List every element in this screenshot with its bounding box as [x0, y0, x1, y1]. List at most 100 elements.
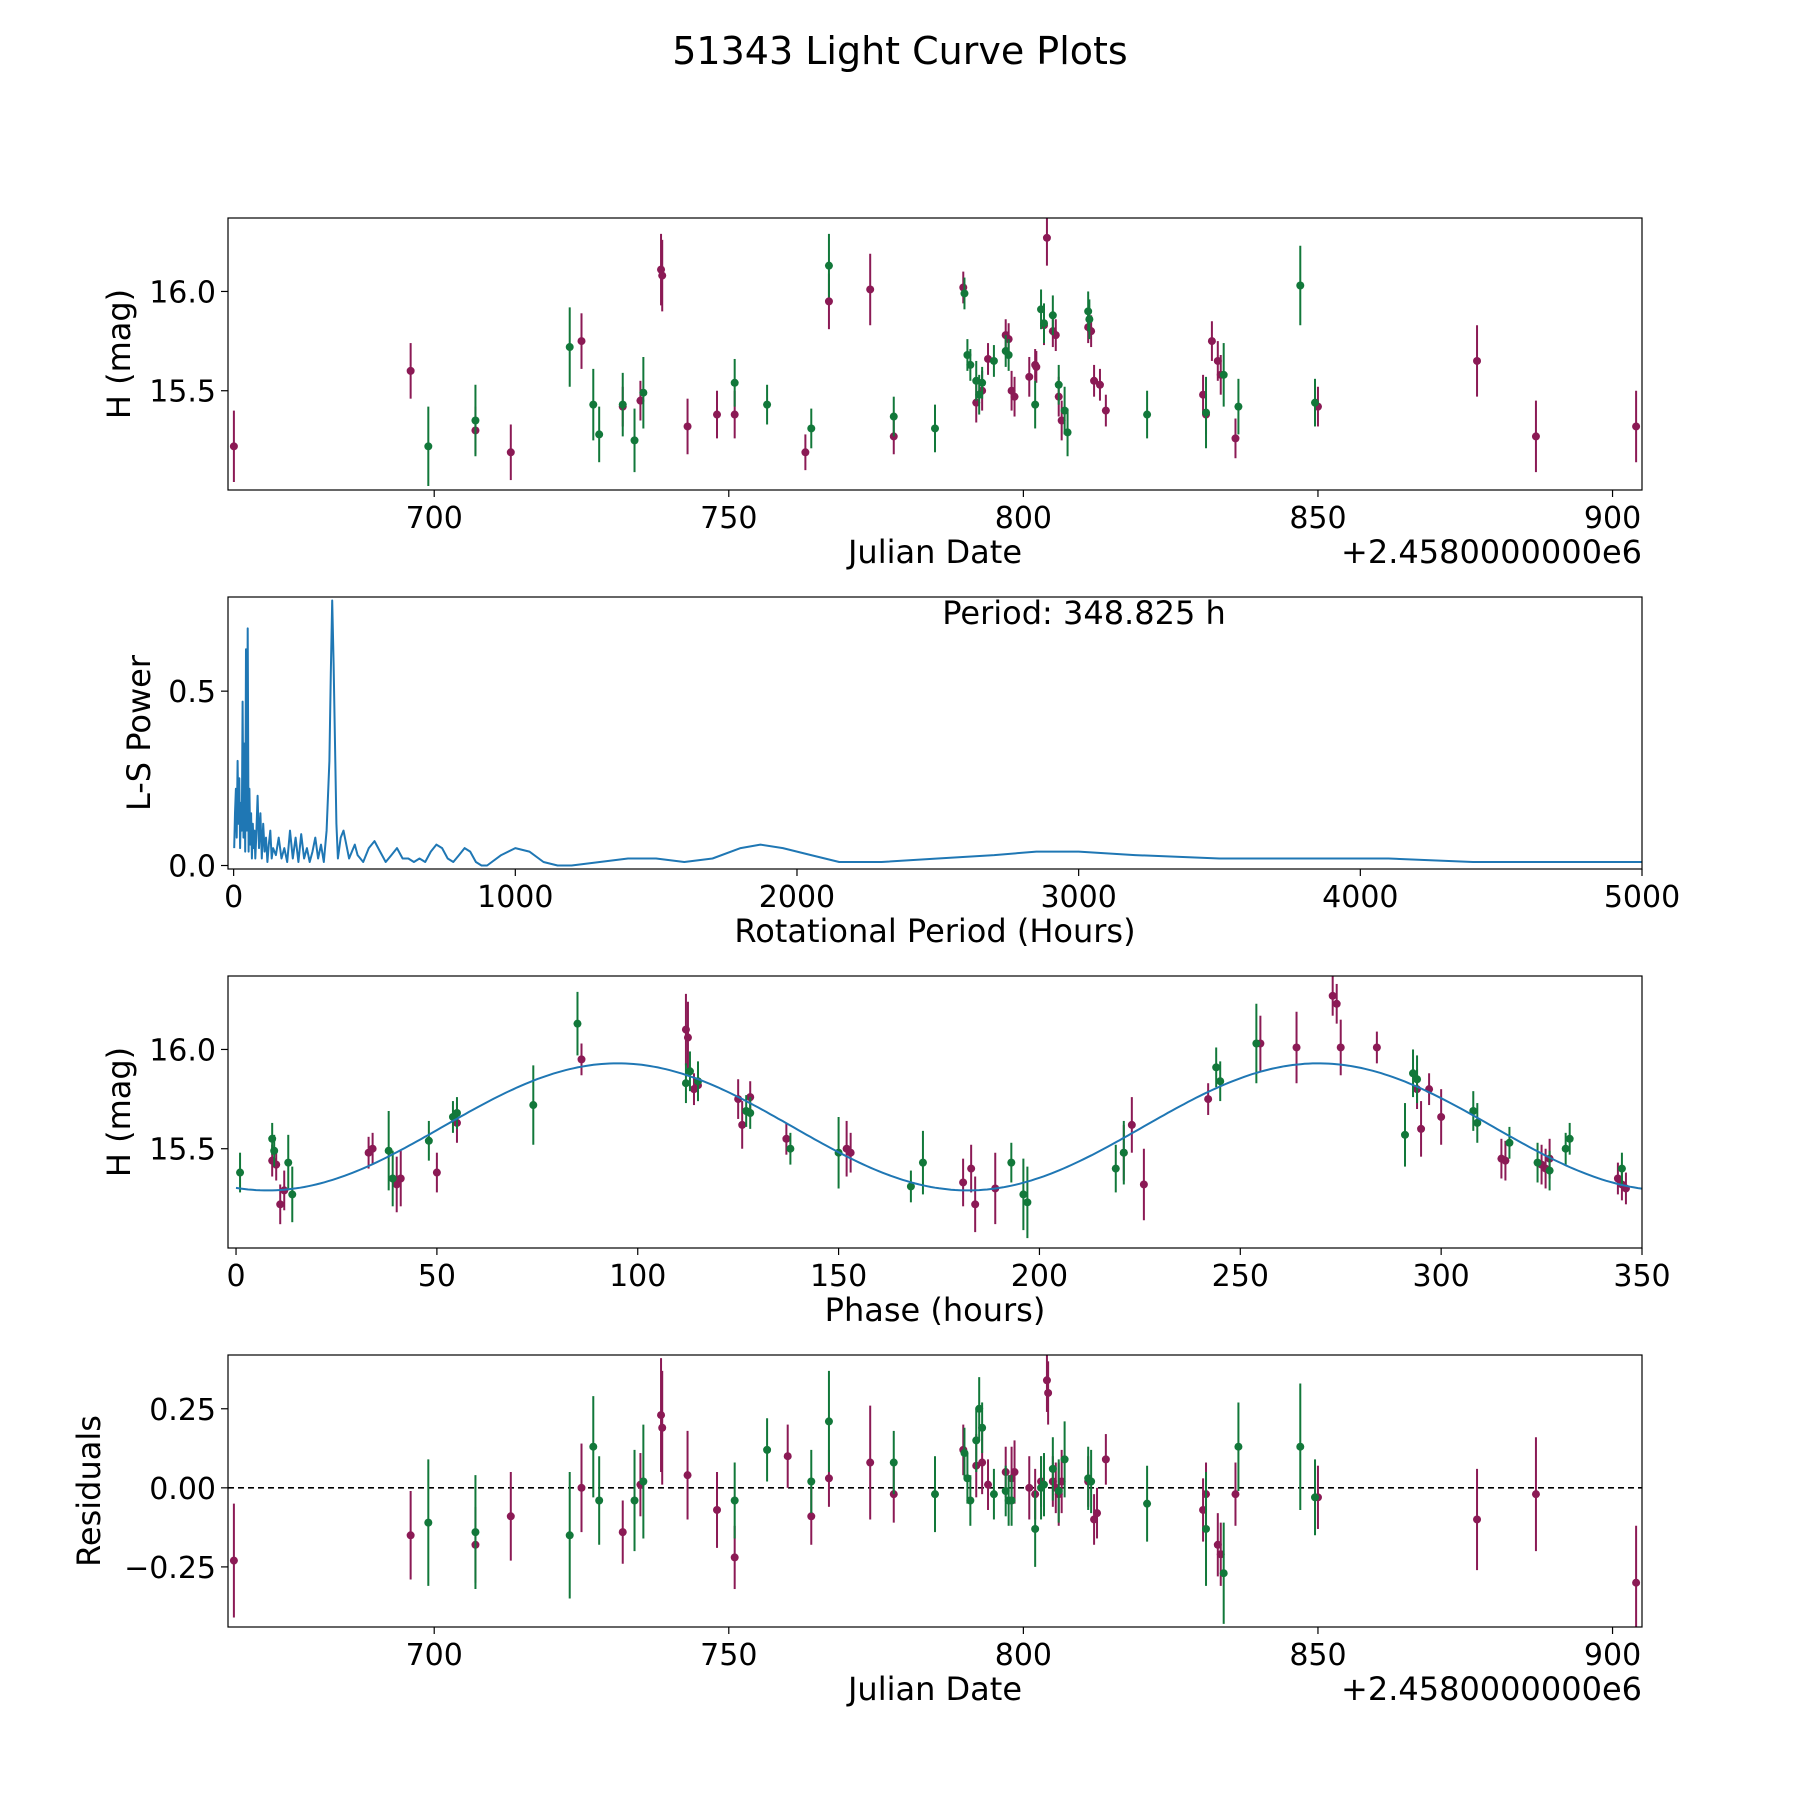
filter-B-point	[1617, 1164, 1626, 1173]
x-tick-label: 5000	[1604, 880, 1680, 915]
x-tick-label: 800	[995, 501, 1052, 536]
filter-B-point	[1084, 307, 1093, 316]
filter-B-point	[824, 261, 833, 270]
filter-A-point	[807, 1512, 816, 1521]
filter-A-point	[1025, 372, 1034, 381]
filter-B-point	[681, 1079, 690, 1088]
filter-A-point	[1372, 1043, 1381, 1052]
x-tick-label: 250	[1212, 1259, 1269, 1294]
lightcurve-ticks: 700 750 800 850 900 15.5 16.0	[149, 275, 1641, 536]
x-tick-label: 0	[224, 880, 243, 915]
filter-A-point	[229, 1556, 238, 1565]
filter-B-point	[1252, 1039, 1261, 1048]
filter-B-point	[966, 1496, 975, 1505]
periodogram-plot-area	[233, 599, 1642, 867]
filter-B-point	[1143, 1499, 1152, 1508]
filter-A-point	[506, 1512, 515, 1521]
filter-B-point	[1039, 319, 1048, 328]
filter-B-point	[639, 1477, 648, 1486]
filter-A-point	[683, 1033, 692, 1042]
filter-B-point	[1007, 1496, 1016, 1505]
filter-B-point	[424, 1518, 433, 1527]
filter-A-point	[229, 442, 238, 451]
periodogram-annotation: Period: 348.825 h	[942, 594, 1226, 632]
filter-A-point	[1139, 1180, 1148, 1189]
filter-B-point	[1111, 1164, 1120, 1173]
x-tick-label: 50	[418, 1259, 456, 1294]
filter-A-point	[368, 1144, 377, 1153]
x-tick-label: 4000	[1322, 880, 1398, 915]
x-tick-label: 750	[700, 501, 757, 536]
filter-A-point	[984, 1480, 993, 1489]
filter-B-point	[824, 1417, 833, 1426]
filter-A-point	[1473, 356, 1482, 365]
filter-B-point	[966, 360, 975, 369]
y-tick-label: 0.5	[168, 675, 216, 710]
filter-A-point	[1501, 1156, 1510, 1165]
filter-B-point	[1031, 1524, 1040, 1533]
filter-B-point	[1234, 1442, 1243, 1451]
filter-A-point	[1044, 1388, 1053, 1397]
filter-B-point	[630, 1496, 639, 1505]
filter-A-point	[1207, 337, 1216, 346]
filter-A-point	[1417, 1124, 1426, 1133]
filter-B-point	[1004, 350, 1013, 359]
filter-A-point	[801, 448, 810, 457]
y-tick-label: 16.0	[149, 1033, 216, 1068]
phased-ticks: 0 50 100 150 200 250 300 350 15.5 16.0	[149, 1033, 1670, 1294]
x-tick-label: 3000	[1040, 880, 1116, 915]
filter-A-point	[846, 1148, 855, 1157]
filter-B-point	[1473, 1118, 1482, 1127]
periodogram-ticks: 0 1000 2000 3000 4000 5000 0.0 0.5	[168, 675, 1680, 915]
y-tick-label: 15.5	[149, 375, 216, 410]
filter-A-point	[1473, 1515, 1482, 1524]
filter-A-point	[1025, 1483, 1034, 1492]
filter-B-point	[630, 436, 639, 445]
filter-B-point	[1234, 402, 1243, 411]
filter-A-point	[683, 1471, 692, 1480]
filter-B-point	[565, 343, 574, 352]
y-tick-label: 0.00	[149, 1472, 216, 1507]
x-tick-label: 800	[995, 1638, 1052, 1673]
filter-B-point	[618, 400, 627, 409]
filter-A-point	[1632, 422, 1641, 431]
filter-B-point	[565, 1531, 574, 1540]
filter-A-point	[824, 1474, 833, 1483]
filter-A-point	[1010, 1468, 1019, 1477]
filter-B-point	[1202, 408, 1211, 417]
filter-A-point	[959, 1178, 968, 1187]
filter-A-point	[1332, 999, 1341, 1008]
filter-B-point	[236, 1168, 245, 1177]
filter-A-point	[658, 1423, 667, 1432]
filter-A-point	[1090, 376, 1099, 385]
filter-B-point	[1219, 1569, 1228, 1578]
filter-A-point	[738, 1120, 747, 1129]
residuals-frame	[227, 1354, 1643, 1628]
filter-B-point	[960, 289, 969, 298]
filter-A-point	[658, 271, 667, 280]
filter-A-point	[276, 1200, 285, 1209]
filter-B-point	[1216, 1077, 1225, 1086]
filter-A-point	[824, 297, 833, 306]
x-tick-label: 900	[1584, 501, 1641, 536]
filter-A-point	[1292, 1043, 1301, 1052]
phased-ylabel: H (mag)	[100, 1047, 138, 1177]
filter-B-point	[1039, 1480, 1048, 1489]
filter-A-point	[713, 1505, 722, 1514]
filter-B-point	[1060, 1455, 1069, 1464]
filter-B-point	[1143, 410, 1152, 419]
filter-A-point	[1328, 991, 1337, 1000]
filter-A-point	[866, 285, 875, 294]
filter-B-point	[730, 1496, 739, 1505]
filter-B-point	[639, 388, 648, 397]
lightcurve-ylabel: H (mag)	[100, 289, 138, 419]
filter-A-point	[1042, 1376, 1051, 1385]
filter-B-point	[1533, 1158, 1542, 1167]
residuals-ticks: 700 750 800 850 900 0.25 0.00 −0.25	[124, 1393, 1641, 1673]
filter-B-point	[471, 1528, 480, 1537]
filter-B-point	[730, 378, 739, 387]
filter-A-point	[406, 1531, 415, 1540]
filter-A-point	[1231, 1490, 1240, 1499]
x-tick-label: 850	[1289, 501, 1346, 536]
